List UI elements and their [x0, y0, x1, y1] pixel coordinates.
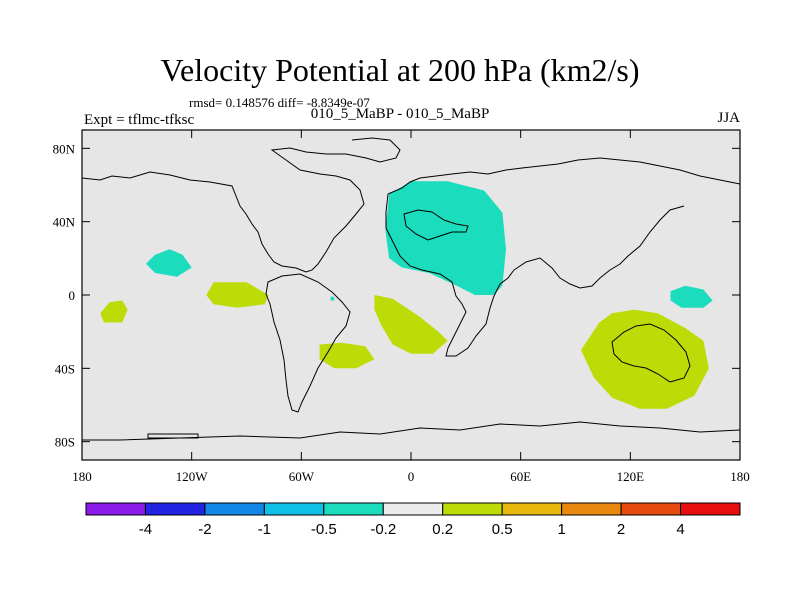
chart-title: Velocity Potential at 200 hPa (km2/s): [160, 52, 640, 88]
case-label: 010_5_MaBP - 010_5_MaBP: [310, 106, 490, 122]
anomaly-north-pacific: [146, 249, 192, 277]
anomaly-west-pacific: [670, 285, 713, 308]
colorbar-label: -1: [258, 521, 271, 538]
colorbar-swatch: [680, 502, 741, 516]
x-tick-label: 60E: [510, 469, 531, 484]
colorbar-label: 4: [676, 521, 684, 538]
colorbar-label: 0.2: [432, 521, 453, 538]
x-tick-label: 180: [72, 469, 92, 484]
x-tick-label: 0: [408, 469, 415, 484]
colorbar-swatch: [442, 502, 503, 516]
y-tick-label: 80N: [53, 141, 76, 156]
map-background: [82, 130, 740, 460]
coastline-2: [387, 157, 741, 195]
anomaly-south-atlantic: [374, 295, 448, 354]
colorbar-swatch: [263, 502, 325, 516]
coastline-0: [81, 137, 401, 273]
anomaly-north-africa-arabia: [385, 181, 506, 295]
colorbar-swatch: [382, 502, 444, 516]
y-tick-label: 80S: [55, 435, 75, 450]
colorbar-label: 0.5: [492, 521, 513, 538]
anomaly-south-atlantic-west: [319, 342, 375, 369]
colorbar-label: -0.5: [311, 521, 337, 538]
coastline-4: [513, 205, 685, 289]
x-tick-label: 60W: [289, 469, 315, 484]
colorbar-label: 1: [557, 521, 565, 538]
colorbar: -4 -2 -1 -0.5 -0.2 0.2 0.5 1 2 4: [85, 502, 741, 538]
coastline-5: [611, 323, 691, 383]
coastline-3: [385, 193, 515, 357]
coastline-8: [147, 433, 199, 439]
map-axes: 180 120W 60W 0 60E 120E 180 80N 40N 0 40S 80S: [53, 129, 750, 484]
colorbar-label: -0.2: [370, 521, 396, 538]
colorbar-swatch: [561, 502, 622, 516]
x-tick-label: 120E: [617, 469, 645, 484]
colorbar-swatch: [85, 502, 146, 516]
colorbar-label: -4: [139, 521, 152, 538]
colorbar-swatch: [204, 502, 265, 516]
anomaly-south-pacific-east: [206, 282, 269, 308]
colorbar-label: 2: [617, 521, 625, 538]
colorbar-label: -2: [198, 521, 211, 538]
x-tick-label: 180: [730, 469, 750, 484]
coastlines: [81, 137, 741, 441]
coastline-1: [265, 273, 351, 413]
map-layer: [82, 130, 740, 460]
colorbar-swatch: [144, 502, 206, 516]
colorbar-swatch: [323, 502, 384, 516]
anomaly-equatorial-atlantic-speck: [330, 296, 335, 301]
y-tick-label: 40S: [55, 361, 75, 376]
y-tick-label: 40N: [53, 215, 76, 230]
colorbar-swatch: [620, 502, 682, 516]
experiment-label: Expt = tflmc-tfksc: [84, 112, 195, 128]
anomaly-australia-indian-ocean: [581, 309, 709, 409]
y-tick-label: 0: [69, 288, 76, 303]
anomaly-south-pacific-west: [100, 300, 128, 323]
coastline-7: [82, 421, 741, 441]
x-tick-label: 120W: [176, 469, 209, 484]
coastline-6: [403, 209, 469, 241]
season-label: JJA: [717, 110, 740, 126]
stats-label: rmsd= 0.148576 diff= -8.8349e-07: [189, 95, 370, 110]
colorbar-swatch: [501, 502, 563, 516]
